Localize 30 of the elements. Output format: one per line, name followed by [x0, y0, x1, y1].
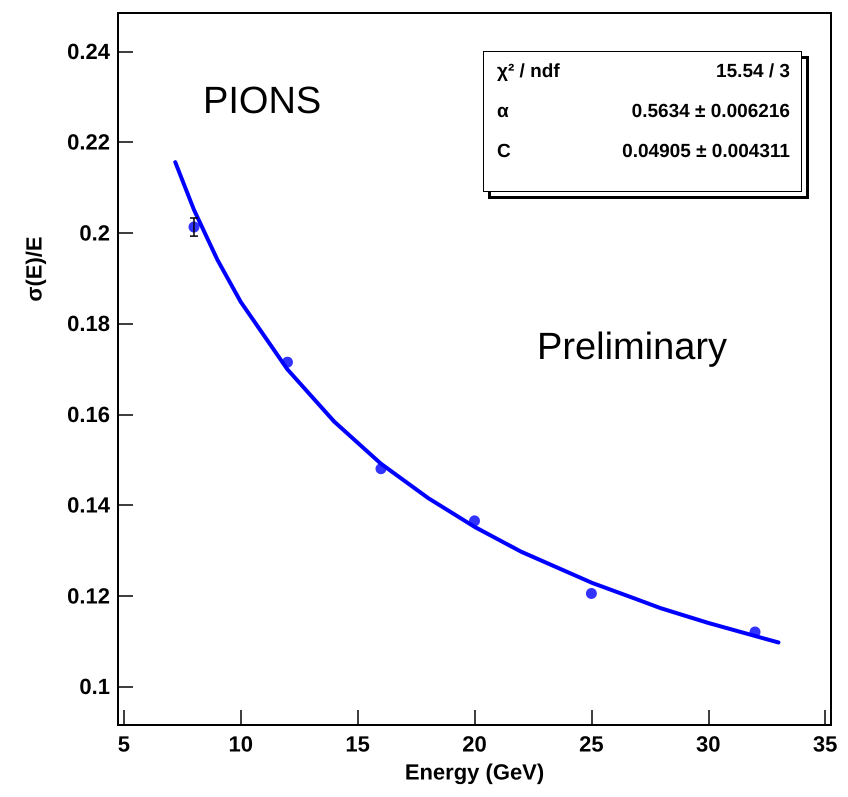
annotation: χ² / ndf — [497, 61, 560, 82]
y-tick-label: 0.16 — [67, 402, 110, 427]
x-tick-label: 25 — [579, 732, 604, 756]
point — [376, 463, 386, 474]
x-tick-label: 35 — [812, 732, 838, 756]
annotation: 0.04905 ± 0.004311 — [622, 141, 790, 162]
x-tick-label: 10 — [228, 732, 253, 756]
y-tick-label: 0.14 — [67, 492, 111, 518]
annotation: PIONS — [203, 80, 322, 122]
annotation: 15.54 / 3 — [716, 61, 790, 82]
point — [469, 515, 480, 526]
line-series — [173, 160, 780, 644]
x-tick-label: 5 — [118, 732, 130, 756]
x-axis-title: Energy (GeV) — [404, 760, 544, 784]
y-tick-label: 0.24 — [67, 39, 111, 64]
y-tick-label: 0.1 — [79, 674, 110, 699]
y-tick-label: 0.2 — [79, 220, 110, 246]
y-tick-label: 0.22 — [67, 130, 110, 155]
point — [282, 356, 293, 368]
x-tick-label: 15 — [345, 732, 370, 756]
y-axis-title: σ(E)/E — [22, 236, 46, 302]
x-tick-label: 20 — [462, 732, 487, 756]
y-tick-label: 0.12 — [67, 583, 110, 608]
annotation: 0.5634 ± 0.006216 — [632, 101, 790, 122]
y-tick-label: 0.18 — [67, 311, 110, 336]
point — [586, 588, 597, 599]
x-tick-label: 30 — [696, 732, 721, 756]
annotation: Preliminary — [537, 326, 728, 368]
annotation: α — [497, 101, 509, 122]
annotation: C — [497, 141, 511, 162]
